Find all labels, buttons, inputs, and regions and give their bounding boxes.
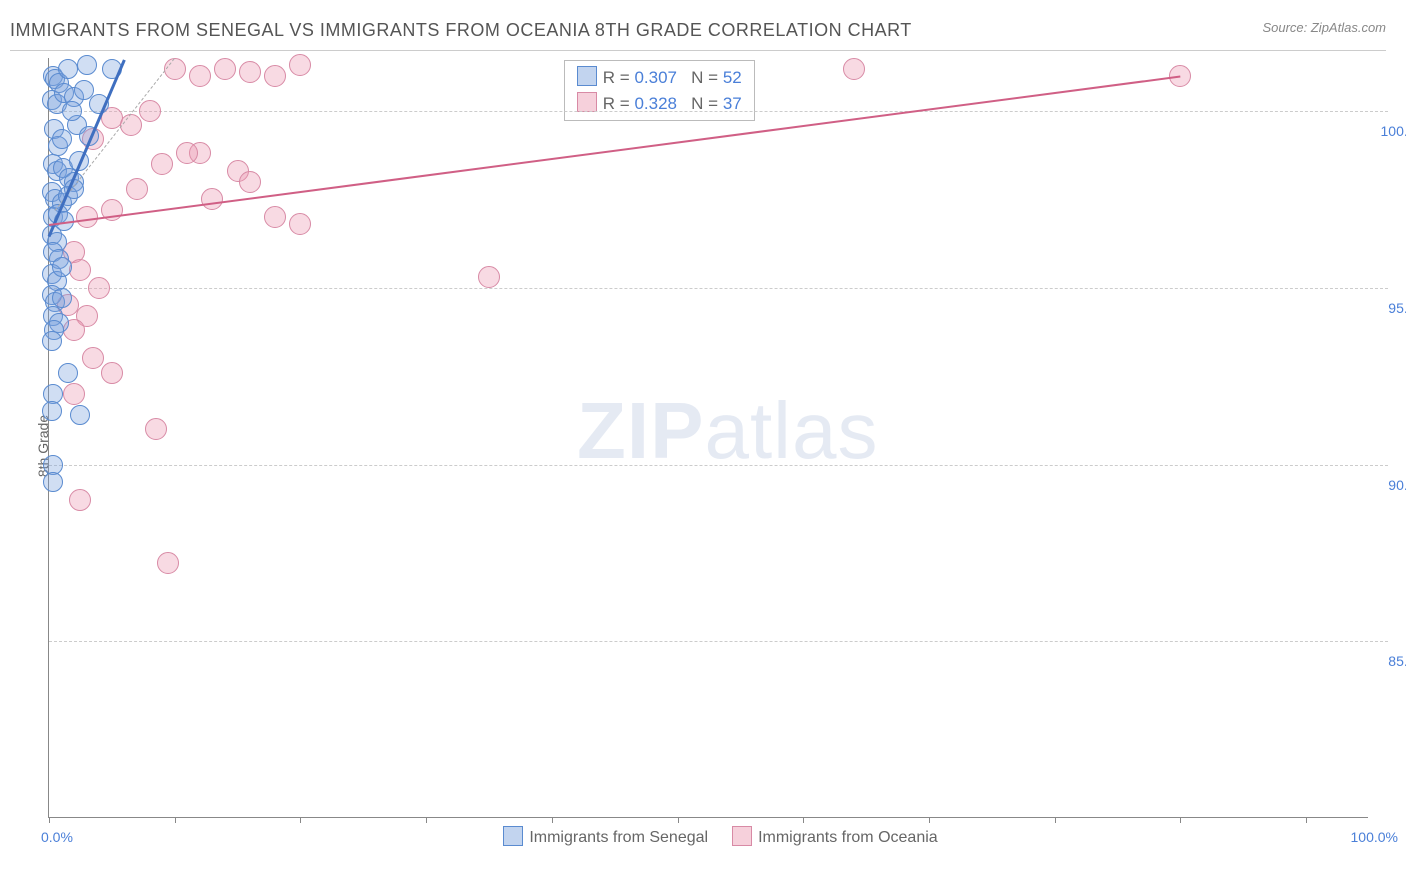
scatter-point-oceania [157, 552, 179, 574]
y-tick-label: 85.0% [1373, 653, 1406, 669]
scatter-point-senegal [52, 129, 72, 149]
legend-row: R = 0.328 N = 37 [577, 91, 742, 117]
scatter-point-oceania [151, 153, 173, 175]
watermark-atlas: atlas [704, 386, 878, 475]
x-tick [300, 817, 301, 823]
watermark: ZIPatlas [577, 385, 878, 477]
watermark-zip: ZIP [577, 386, 704, 475]
scatter-point-senegal [52, 257, 72, 277]
x-tick [929, 817, 930, 823]
legend-swatch [577, 66, 597, 86]
scatter-point-senegal [43, 472, 63, 492]
scatter-point-oceania [478, 266, 500, 288]
plot-area: ZIPatlas R = 0.307 N = 52R = 0.328 N = 3… [48, 58, 1368, 818]
scatter-point-oceania [69, 259, 91, 281]
x-tick [49, 817, 50, 823]
scatter-point-senegal [62, 101, 82, 121]
legend-series-label: Immigrants from Oceania [758, 829, 938, 846]
series-legend: Immigrants from Senegal Immigrants from O… [49, 826, 1368, 847]
legend-series-label: Immigrants from Senegal [529, 829, 708, 846]
scatter-point-oceania [239, 171, 261, 193]
scatter-point-oceania [289, 213, 311, 235]
legend-N-label: N = [677, 94, 723, 113]
scatter-point-senegal [70, 405, 90, 425]
scatter-point-oceania [214, 58, 236, 80]
legend-R-label: R = [603, 94, 635, 113]
scatter-point-oceania [289, 54, 311, 76]
x-tick [1306, 817, 1307, 823]
legend-swatch [577, 92, 597, 112]
chart-header: IMMIGRANTS FROM SENEGAL VS IMMIGRANTS FR… [10, 20, 1386, 51]
scatter-point-oceania [176, 142, 198, 164]
scatter-point-senegal [58, 59, 78, 79]
scatter-point-oceania [201, 188, 223, 210]
chart-title: IMMIGRANTS FROM SENEGAL VS IMMIGRANTS FR… [10, 20, 912, 41]
y-tick-label: 100.0% [1373, 123, 1406, 139]
scatter-point-oceania [239, 61, 261, 83]
scatter-point-oceania [88, 277, 110, 299]
x-tick [552, 817, 553, 823]
x-end-label: 100.0% [1351, 829, 1398, 845]
gridline-h [49, 111, 1388, 112]
legend-R-label: R = [603, 68, 635, 87]
legend-N-value: 52 [723, 68, 742, 87]
legend-N-value: 37 [723, 94, 742, 113]
x-tick [426, 817, 427, 823]
legend-swatch [503, 826, 523, 846]
x-start-label: 0.0% [41, 829, 73, 845]
scatter-point-oceania [139, 100, 161, 122]
legend-N-label: N = [677, 68, 723, 87]
scatter-point-oceania [843, 58, 865, 80]
chart-source: Source: ZipAtlas.com [1262, 20, 1386, 35]
scatter-point-oceania [264, 65, 286, 87]
scatter-point-oceania [264, 206, 286, 228]
y-tick-label: 95.0% [1373, 300, 1406, 316]
scatter-point-oceania [63, 383, 85, 405]
legend-swatch [732, 826, 752, 846]
scatter-point-oceania [145, 418, 167, 440]
scatter-point-oceania [101, 362, 123, 384]
gridline-h [49, 288, 1388, 289]
scatter-point-oceania [126, 178, 148, 200]
scatter-point-oceania [82, 347, 104, 369]
gridline-h [49, 641, 1388, 642]
y-tick-label: 90.0% [1373, 477, 1406, 493]
scatter-point-oceania [189, 65, 211, 87]
scatter-point-oceania [120, 114, 142, 136]
legend-row: R = 0.307 N = 52 [577, 65, 742, 91]
x-tick [1180, 817, 1181, 823]
x-tick [678, 817, 679, 823]
gridline-h [49, 465, 1388, 466]
scatter-point-senegal [42, 401, 62, 421]
x-tick [1055, 817, 1056, 823]
scatter-point-senegal [42, 331, 62, 351]
scatter-point-senegal [58, 363, 78, 383]
scatter-point-senegal [77, 55, 97, 75]
legend-R-value: 0.307 [634, 68, 677, 87]
x-tick [803, 817, 804, 823]
legend-R-value: 0.328 [634, 94, 677, 113]
scatter-point-oceania [69, 489, 91, 511]
x-tick [175, 817, 176, 823]
